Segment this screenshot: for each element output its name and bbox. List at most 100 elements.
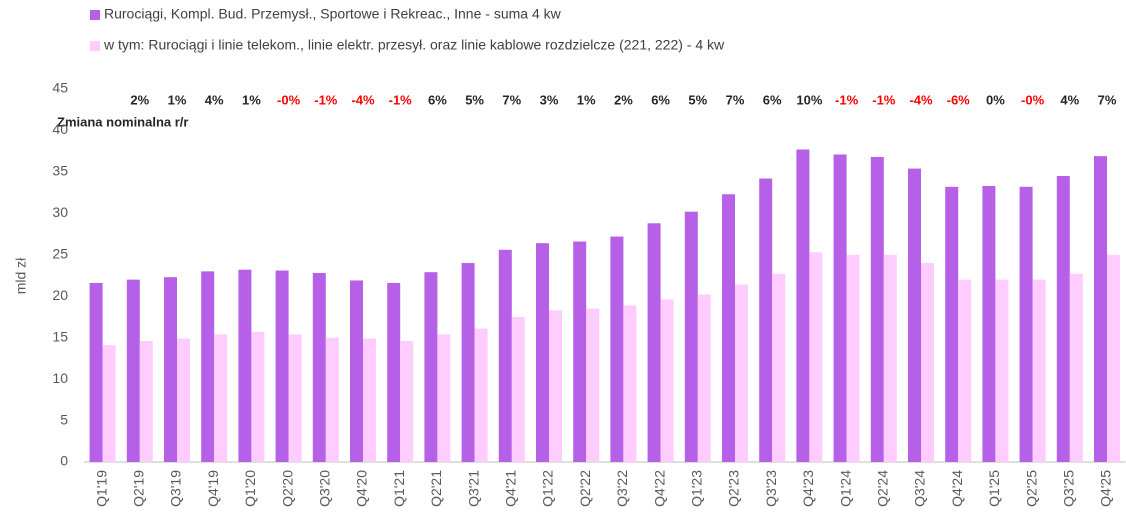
growth-label: 2% — [614, 92, 633, 107]
bar — [1019, 186, 1033, 462]
growth-label: 7% — [726, 92, 745, 107]
bar — [945, 186, 959, 462]
bar — [549, 310, 562, 462]
bar — [177, 338, 190, 462]
x-tick-label: Q2'23 — [726, 470, 742, 507]
bar — [1056, 176, 1070, 463]
x-tick-label: Q4'23 — [800, 470, 816, 507]
bar — [312, 273, 326, 462]
growth-label: -1% — [835, 92, 859, 107]
x-tick-label: Q3'25 — [1061, 470, 1077, 507]
x-tick-label: Q1'19 — [93, 470, 109, 507]
x-tick-label: Q4'19 — [205, 470, 221, 507]
x-tick-label: Q1'22 — [540, 470, 556, 507]
bar — [1032, 279, 1046, 462]
y-tick-label: 10 — [52, 370, 68, 386]
y-tick-label: 25 — [52, 245, 68, 261]
x-tick-label: Q1'25 — [986, 470, 1002, 507]
legend-label: w tym: Rurociągi i linie telekom., linie… — [103, 37, 725, 53]
growth-label: 2% — [130, 92, 149, 107]
x-tick-label: Q4'20 — [354, 470, 370, 507]
bar — [1094, 156, 1107, 462]
bar — [586, 308, 600, 462]
growth-label: -0% — [277, 92, 301, 107]
bar — [796, 149, 810, 462]
y-tick-label: 5 — [60, 411, 68, 427]
bar — [846, 254, 860, 462]
x-tick-label: Q2'20 — [279, 470, 295, 507]
bar — [288, 334, 302, 462]
y-tick-label: 15 — [52, 328, 68, 344]
bar — [363, 338, 376, 462]
x-tick-label: Q4'24 — [949, 470, 965, 507]
bar — [833, 154, 847, 462]
bar — [958, 279, 972, 462]
growth-label: 7% — [502, 92, 521, 107]
bar — [623, 305, 637, 462]
bar — [660, 299, 674, 462]
bar — [238, 269, 252, 462]
x-tick-label: Q1'23 — [689, 470, 705, 507]
bar — [275, 270, 289, 462]
x-tick-label: Q4'22 — [651, 470, 667, 507]
x-tick-label: Q1'21 — [391, 470, 407, 507]
legend-swatch — [90, 41, 100, 51]
bar — [511, 316, 525, 462]
bar — [387, 282, 401, 462]
bar — [722, 194, 735, 462]
x-tick-label: Q3'22 — [614, 470, 630, 507]
bar — [735, 284, 748, 462]
growth-label: 0% — [986, 92, 1005, 107]
bar — [610, 236, 624, 462]
growth-label: 4% — [1060, 92, 1079, 107]
annotation: Zmiana nominalna r/r — [57, 114, 188, 129]
x-tick-label: Q3'19 — [168, 470, 184, 507]
bar — [214, 334, 228, 462]
x-tick-label: Q2'24 — [875, 470, 891, 507]
x-tick-label: Q2'25 — [1023, 470, 1039, 507]
bar — [883, 254, 897, 462]
x-tick-label: Q3'23 — [763, 470, 779, 507]
x-tick-label: Q4'25 — [1098, 470, 1114, 507]
growth-label: 6% — [428, 92, 447, 107]
bar — [350, 280, 363, 462]
legend-label: Rurociągi, Kompl. Bud. Przemysł., Sporto… — [104, 6, 562, 22]
y-tick-label: 0 — [60, 453, 68, 469]
y-tick-label: 20 — [52, 287, 68, 303]
bar — [684, 211, 698, 462]
x-tick-label: Q2'21 — [428, 470, 444, 507]
bar — [1107, 254, 1120, 462]
growth-label: -1% — [314, 92, 338, 107]
x-tick-label: Q4'21 — [503, 470, 519, 507]
growth-label: 5% — [688, 92, 707, 107]
growth-label: -4% — [351, 92, 375, 107]
x-tick-label: Q1'20 — [242, 470, 258, 507]
y-tick-label: 40 — [52, 121, 68, 137]
bar — [89, 282, 103, 462]
growth-label: 6% — [763, 92, 782, 107]
x-tick-label: Q2'22 — [577, 470, 593, 507]
x-tick-label: Q3'24 — [912, 470, 928, 507]
bar — [772, 273, 786, 462]
growth-label: 7% — [1098, 92, 1117, 107]
bar — [908, 168, 921, 462]
bar — [139, 340, 153, 462]
bar — [437, 334, 451, 462]
bar — [325, 337, 339, 462]
bar — [995, 279, 1009, 462]
growth-label: 4% — [205, 92, 224, 107]
bar — [536, 243, 549, 462]
growth-label: -0% — [1021, 92, 1045, 107]
y-axis-label: mld zł — [13, 257, 29, 294]
bar — [474, 328, 488, 462]
growth-label: 3% — [540, 92, 559, 107]
growth-label: -4% — [909, 92, 933, 107]
bar — [921, 263, 934, 462]
growth-label: -1% — [389, 92, 413, 107]
bar — [102, 345, 116, 462]
bar — [1069, 273, 1083, 462]
growth-label: 1% — [242, 92, 261, 107]
growth-label: 1% — [577, 92, 596, 107]
bar — [461, 263, 475, 462]
